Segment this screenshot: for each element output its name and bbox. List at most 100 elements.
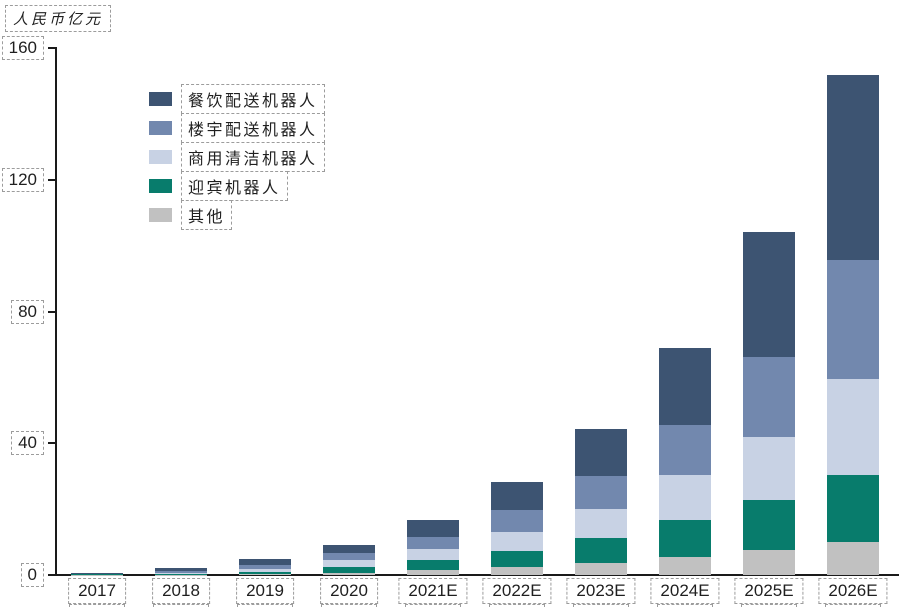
bar-segment (491, 510, 543, 532)
annotation-box-fragment (573, 604, 629, 609)
x-axis-tick-label: 2025E (734, 578, 804, 604)
bar-segment (239, 568, 291, 572)
bar-segment (827, 379, 879, 476)
bar-segment (323, 560, 375, 568)
stacked-bar-2022E (491, 482, 543, 575)
bar-segment (575, 538, 627, 564)
bar-segment (491, 482, 543, 511)
bar-segment (743, 436, 795, 500)
legend-label: 商用清洁机器人 (181, 141, 325, 172)
bar-segment (743, 549, 795, 575)
y-axis-unit-label: 人民币亿元 (5, 5, 112, 32)
x-axis-tick-label: 2021E (398, 578, 468, 604)
legend-swatch (149, 149, 172, 164)
y-axis-tick (48, 310, 56, 313)
bar-segment (491, 550, 543, 568)
x-axis-tick-label: 2024E (650, 578, 720, 604)
y-axis-tick-label: 160 (1, 36, 44, 60)
y-axis-line (55, 47, 57, 576)
stacked-bar-2025E (743, 231, 795, 575)
bar-segment (827, 75, 879, 260)
bar-segment (323, 572, 375, 575)
bar-segment (659, 556, 711, 575)
annotation-box-fragment (321, 604, 377, 609)
stacked-bar-2017 (71, 573, 123, 575)
bar-segment (155, 572, 207, 574)
bar-segment (575, 429, 627, 476)
bar-segment (743, 231, 795, 357)
legend: 餐饮配送机器人 楼宇配送机器人 商用清洁机器人 迎宾机器人 其他 (149, 83, 325, 230)
y-axis-tick-label: 80 (11, 299, 44, 324)
bar-segment (407, 570, 459, 575)
y-axis-tick (48, 47, 56, 49)
bar-segment (323, 567, 375, 573)
bar-segment (827, 259, 879, 380)
annotation-box-fragment (69, 604, 125, 609)
bar-segment (575, 563, 627, 575)
x-axis-tick-label: 2022E (482, 578, 552, 604)
y-axis-tick-label: 40 (11, 431, 44, 456)
annotation-box-fragment (489, 604, 545, 609)
bar-segment (155, 573, 207, 575)
bar-segment (659, 474, 711, 520)
bar-segment (743, 499, 795, 550)
bar-segment (575, 509, 627, 539)
legend-swatch (149, 207, 172, 222)
bar-segment (827, 542, 879, 575)
bar-segment (407, 549, 459, 561)
x-axis-tick-label: 2026E (818, 578, 888, 604)
bar-segment (407, 537, 459, 550)
bar-segment (239, 564, 291, 569)
x-axis-tick-label: 2019 (236, 578, 294, 604)
annotation-box-fragment (741, 604, 797, 609)
annotation-box-fragment (153, 604, 209, 609)
legend-swatch (149, 178, 172, 193)
legend-label: 迎宾机器人 (181, 170, 288, 201)
bar-segment (659, 424, 711, 475)
annotation-box-fragment (237, 604, 293, 609)
legend-swatch (149, 91, 172, 106)
bar-segment (155, 571, 207, 573)
bar-segment (575, 475, 627, 510)
legend-item: 商用清洁机器人 (149, 141, 325, 172)
stacked-bar-2021E (407, 520, 459, 575)
x-axis-line (55, 574, 899, 576)
x-axis-tick-label: 2017 (68, 578, 126, 604)
bar-segment (659, 519, 711, 557)
bar-segment (239, 573, 291, 575)
annotation-box-fragment (657, 604, 713, 609)
y-axis-tick (48, 178, 56, 181)
stacked-bar-2019 (239, 558, 291, 575)
bar-segment (239, 558, 291, 565)
stacked-bar-2026E (827, 75, 879, 575)
legend-label: 其他 (181, 199, 233, 230)
stacked-bar-2023E (575, 429, 627, 575)
bar-segment (407, 560, 459, 571)
x-axis-tick-label: 2020 (320, 578, 378, 604)
legend-item: 餐饮配送机器人 (149, 83, 325, 114)
annotation-box-fragment (825, 604, 881, 609)
legend-swatch (149, 120, 172, 135)
legend-label: 餐饮配送机器人 (181, 83, 325, 114)
bar-segment (239, 571, 291, 574)
x-axis-tick-label: 2018 (152, 578, 210, 604)
bar-segment (323, 553, 375, 561)
bar-segment (827, 475, 879, 543)
y-axis-tick-label: 120 (1, 167, 44, 192)
bar-segment (743, 356, 795, 437)
legend-item: 其他 (149, 199, 325, 230)
bar-segment (323, 545, 375, 554)
bar-segment (155, 568, 207, 572)
x-axis-tick-label: 2023E (566, 578, 636, 604)
bar-segment (491, 531, 543, 551)
y-axis-tick (48, 574, 56, 576)
stacked-bar-2018 (155, 568, 207, 575)
bar-segment (659, 347, 711, 425)
legend-label: 楼宇配送机器人 (181, 112, 325, 143)
y-axis-tick (48, 442, 56, 445)
stacked-bar-2020 (323, 545, 375, 575)
legend-item: 迎宾机器人 (149, 170, 325, 201)
bar-segment (491, 567, 543, 575)
legend-item: 楼宇配送机器人 (149, 112, 325, 143)
